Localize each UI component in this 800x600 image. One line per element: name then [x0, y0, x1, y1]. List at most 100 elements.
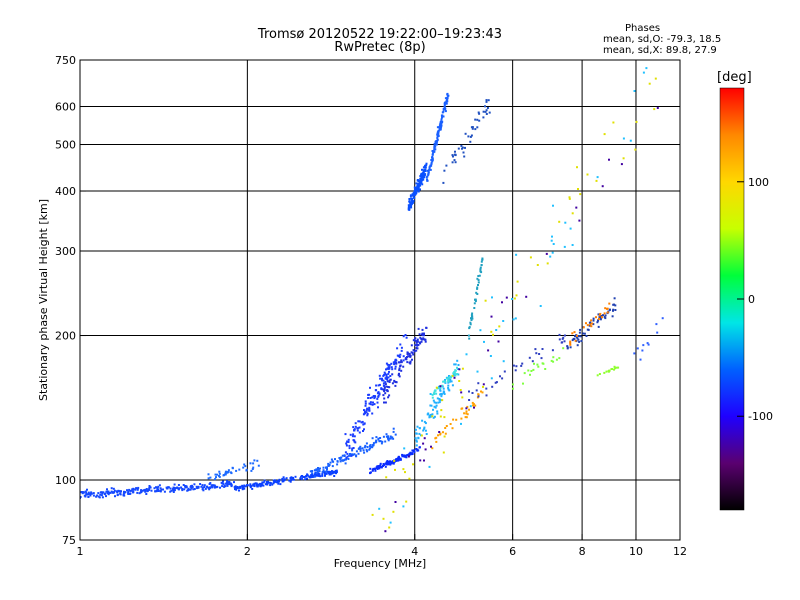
data-point [552, 204, 554, 207]
data-point [608, 302, 611, 305]
data-point [418, 446, 421, 449]
data-point [551, 251, 554, 254]
data-point [221, 485, 224, 488]
data-point [412, 463, 414, 466]
data-point [436, 412, 439, 415]
data-point [613, 303, 615, 306]
data-point [452, 155, 454, 158]
data-point [157, 488, 160, 491]
data-point [436, 397, 439, 400]
data-point [419, 336, 422, 339]
data-point [497, 340, 500, 343]
data-point [254, 482, 257, 485]
data-point [440, 121, 442, 124]
data-point [471, 401, 474, 404]
data-point [484, 105, 486, 108]
data-point [481, 258, 484, 261]
data-point [251, 487, 254, 490]
data-point [348, 447, 351, 450]
data-point [552, 243, 555, 245]
data-point [585, 322, 587, 325]
data-point [411, 351, 414, 354]
data-point [207, 473, 210, 476]
data-point [431, 150, 434, 152]
data-point [413, 350, 416, 353]
data-point [427, 173, 430, 176]
data-point [354, 425, 357, 428]
data-point [352, 447, 355, 449]
data-point [485, 99, 488, 102]
data-point [163, 490, 166, 493]
data-point [460, 391, 463, 394]
data-point [409, 451, 412, 454]
data-point [358, 426, 361, 429]
data-point [484, 299, 487, 302]
x-tick-label: 6 [509, 545, 516, 558]
data-point [490, 330, 493, 333]
data-point [390, 461, 393, 464]
data-point [377, 384, 380, 387]
data-point [392, 437, 395, 440]
data-point [641, 55, 643, 57]
data-point [256, 485, 259, 488]
data-point [416, 340, 419, 343]
data-point [355, 450, 358, 453]
data-point [394, 433, 397, 436]
data-point [391, 436, 394, 439]
plot-frame [79, 59, 681, 541]
data-point [283, 479, 286, 482]
data-point [117, 489, 120, 492]
data-point [436, 133, 439, 136]
data-point [281, 477, 284, 480]
data-point [374, 441, 377, 444]
data-point [386, 463, 389, 466]
data-point [454, 374, 457, 377]
data-point [379, 437, 382, 439]
data-point [476, 287, 479, 290]
data-point [473, 406, 475, 409]
data-point [228, 483, 231, 486]
y-axis-label: Stationary phase Virtual Height [km] [37, 199, 50, 401]
data-point [382, 374, 385, 377]
data-point [502, 320, 505, 322]
data-point [347, 438, 350, 441]
data-point [281, 479, 284, 482]
data-point [255, 484, 258, 486]
data-point [536, 264, 539, 266]
colorbar-tick-label: 100 [748, 176, 769, 189]
data-point [402, 455, 405, 458]
data-point [311, 474, 314, 476]
data-point [389, 521, 392, 524]
data-point [531, 360, 534, 363]
data-point [511, 298, 513, 300]
data-point [430, 404, 433, 407]
data-point [201, 484, 204, 487]
data-point [480, 264, 483, 266]
data-point [388, 366, 391, 369]
data-point [379, 464, 382, 467]
data-point [193, 488, 196, 490]
data-point [123, 490, 125, 493]
data-point [423, 176, 426, 179]
data-point [422, 429, 425, 432]
data-point [322, 466, 325, 469]
data-point [656, 107, 659, 109]
data-point [464, 146, 466, 149]
data-point [560, 341, 563, 344]
data-point [435, 386, 438, 389]
data-point [122, 494, 125, 497]
data-point [176, 487, 179, 490]
data-point [348, 444, 351, 447]
data-point [446, 96, 449, 99]
data-point [89, 492, 91, 495]
data-point [501, 301, 503, 304]
data-point [432, 416, 435, 419]
data-point [648, 82, 651, 85]
data-point [535, 352, 538, 355]
data-point [440, 118, 443, 121]
data-point [329, 471, 332, 473]
data-point [477, 382, 480, 385]
data-point [393, 362, 396, 365]
data-point [402, 468, 405, 471]
data-point [437, 135, 440, 137]
